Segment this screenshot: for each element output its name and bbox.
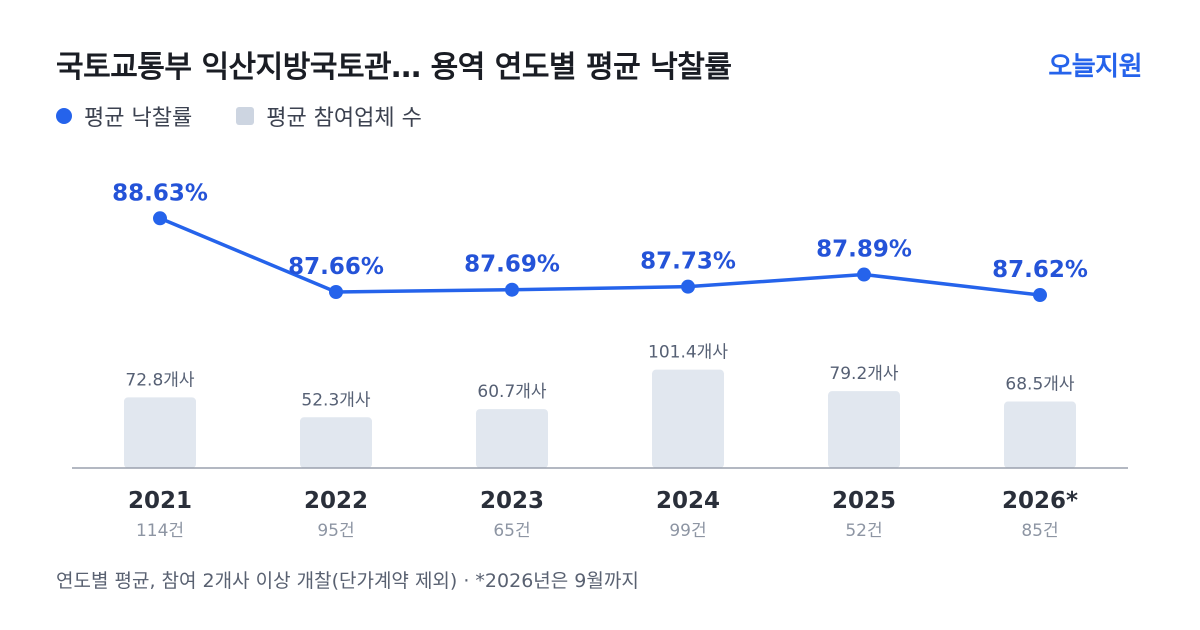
x-tick-label-3: 2024 [656, 488, 720, 514]
rate-point-0 [153, 211, 167, 226]
x-count-label-1: 95건 [317, 521, 354, 541]
x-count-label-2: 65건 [493, 521, 530, 541]
bar-2 [476, 409, 548, 468]
x-tick-label-2: 2023 [480, 488, 544, 514]
bar-label-5: 68.5개사 [1005, 375, 1074, 395]
rate-label-3: 87.73% [640, 249, 736, 275]
legend-dot-icon [56, 108, 72, 124]
rate-point-5 [1033, 288, 1047, 303]
bar-0 [124, 397, 196, 468]
rate-label-1: 87.66% [288, 254, 384, 280]
chart-title: 국토교통부 익산지방국토관… 용역 연도별 평균 낙찰률 [56, 50, 732, 85]
bar-3 [652, 369, 724, 468]
legend-label-rate: 평균 낙찰률 [84, 106, 193, 131]
rate-label-5: 87.62% [992, 257, 1088, 283]
x-count-label-4: 52건 [845, 521, 882, 541]
x-count-label-3: 99건 [669, 521, 706, 541]
bar-label-0: 72.8개사 [125, 370, 194, 390]
legend-item-bidders: 평균 참여업체 수 [236, 100, 422, 132]
legend-label-bidders: 평균 참여업체 수 [266, 106, 422, 131]
rate-line [158, 216, 1042, 297]
x-count-label-5: 85건 [1021, 521, 1058, 541]
legend-item-rate: 평균 낙찰률 [56, 100, 192, 132]
bar-label-4: 79.2개사 [829, 364, 898, 384]
footnote: 연도별 평균, 참여 2개사 이상 개찰(단가계약 제외) · *2026년은 … [56, 570, 639, 592]
rate-point-2 [505, 282, 519, 297]
x-count-label-0: 114건 [136, 521, 184, 541]
brand-logo[interactable]: 오늘지원 [1048, 52, 1142, 82]
rate-label-4: 87.89% [816, 237, 912, 263]
bar-1 [300, 417, 372, 468]
bar-5 [1004, 401, 1076, 468]
x-tick-label-5: 2026* [1002, 488, 1078, 514]
x-tick-label-4: 2025 [832, 488, 896, 514]
rate-label-0: 88.63% [112, 180, 208, 206]
x-tick-label-0: 2021 [128, 488, 192, 514]
rate-point-3 [681, 279, 695, 294]
x-tick-label-1: 2022 [304, 488, 368, 514]
legend-square-icon [236, 107, 255, 125]
line-layer [153, 211, 1047, 303]
rate-point-1 [329, 285, 343, 299]
bars-layer [124, 369, 1076, 468]
rate-point-4 [857, 267, 871, 282]
chart-legend: 평균 낙찰률 평균 참여업체 수 [56, 100, 466, 132]
bar-label-1: 52.3개사 [301, 390, 370, 410]
bar-label-2: 60.7개사 [477, 382, 546, 402]
labels-layer: 72.8개사 52.3개사 60.7개사 101.4개사 79.2개사 68.5개사 88.… [112, 180, 1088, 541]
bar-4 [828, 391, 900, 468]
rate-label-2: 87.69% [464, 252, 560, 278]
bar-label-3: 101.4개사 [648, 343, 728, 363]
